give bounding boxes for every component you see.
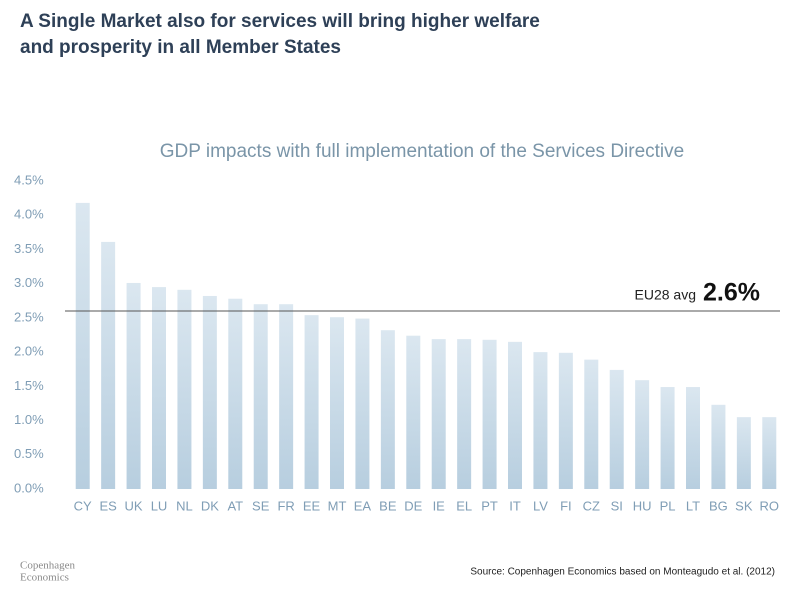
logo: Copenhagen: [20, 560, 75, 572]
x-tick-label: IE: [433, 498, 446, 513]
x-tick-label: BG: [709, 498, 728, 513]
bar: [101, 241, 116, 489]
bar: [279, 304, 294, 489]
x-tick-label: LT: [686, 498, 700, 513]
x-tick-label: MT: [328, 498, 347, 513]
bar: [355, 318, 370, 489]
x-tick-label: NL: [176, 498, 193, 513]
bar: [126, 282, 141, 489]
bar: [177, 289, 192, 489]
bar: [635, 380, 650, 489]
bar: [508, 341, 522, 489]
bar: [609, 369, 624, 489]
x-tick-label: IT: [509, 498, 521, 513]
bar: [431, 339, 446, 489]
x-tick-label: PT: [481, 498, 498, 513]
bar: [584, 359, 599, 489]
y-tick-label: 0.5%: [14, 446, 44, 461]
bar: [380, 330, 395, 489]
x-tick-label: HU: [633, 498, 652, 513]
source: Source: Copenhagen Economics based on Mo…: [470, 567, 775, 578]
bar: [75, 202, 90, 489]
x-tick-label: DK: [201, 498, 219, 513]
x-tick-label: EL: [456, 498, 472, 513]
bar: [304, 315, 319, 489]
bar: [711, 404, 726, 489]
y-tick-label: 2.5%: [14, 309, 44, 324]
bar: [482, 339, 497, 489]
bar: [533, 352, 548, 489]
y-tick-label: 3.0%: [14, 275, 44, 290]
x-tick-label: SK: [735, 498, 753, 513]
x-tick-label: CY: [74, 498, 92, 513]
bar: [736, 417, 751, 489]
bar: [152, 287, 166, 489]
x-tick-label: SE: [252, 498, 270, 513]
x-tick-label: FI: [560, 498, 572, 513]
y-tick-label: 4.0%: [14, 207, 44, 222]
bar: [330, 317, 344, 489]
x-tick-label: CZ: [583, 498, 600, 513]
bar: [253, 304, 268, 489]
y-tick-label: 1.0%: [14, 412, 44, 427]
x-tick-label: ES: [99, 498, 117, 513]
headline: A Single Market also for services will b…: [20, 11, 540, 32]
x-tick-label: AT: [227, 498, 243, 513]
x-tick-label: FR: [277, 498, 294, 513]
bar: [406, 335, 421, 489]
bar: [228, 298, 243, 489]
bar: [558, 352, 573, 489]
x-tick-label: EE: [303, 498, 321, 513]
bar: [660, 387, 675, 489]
bar: [457, 339, 472, 489]
y-tick-label: 3.5%: [14, 241, 44, 256]
x-tick-label: BE: [379, 498, 397, 513]
x-tick-label: RO: [760, 498, 780, 513]
reference-value-label: 2.6%: [703, 279, 760, 307]
y-tick-label: 1.5%: [14, 378, 44, 393]
bar: [686, 387, 700, 489]
x-tick-label: DE: [404, 498, 422, 513]
chart-title: GDP impacts with full implementation of …: [160, 141, 684, 162]
x-tick-label: EA: [354, 498, 372, 513]
bar: [762, 417, 777, 489]
reference-label: EU28 avg: [635, 287, 696, 303]
x-tick-label: LU: [151, 498, 168, 513]
y-tick-label: 0.0%: [14, 480, 44, 495]
y-tick-label: 2.0%: [14, 344, 44, 359]
x-tick-label: UK: [125, 498, 143, 513]
x-tick-label: LV: [533, 498, 548, 513]
y-tick-label: 4.5%: [14, 172, 44, 187]
x-tick-label: SI: [611, 498, 623, 513]
x-tick-label: PL: [660, 498, 676, 513]
logo: Economics: [20, 572, 69, 584]
headline: and prosperity in all Member States: [20, 37, 341, 58]
bar: [202, 295, 217, 489]
